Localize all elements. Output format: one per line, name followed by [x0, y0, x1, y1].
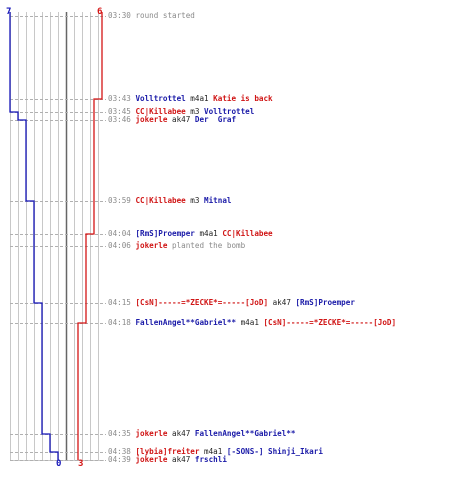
event-text: CC|Killabee: [135, 107, 186, 116]
event-time: 03:46: [108, 115, 131, 124]
event-text: [RmS]Proemper: [295, 298, 355, 307]
event-text: ak47: [167, 455, 195, 464]
event-text: Katie is back: [213, 94, 273, 103]
event-text: jokerle: [135, 429, 168, 438]
event-time: 03:59: [108, 196, 131, 205]
kill-feed-row: 04:35 jokerle ak47 FallenAngel**Gabriel*…: [108, 429, 295, 439]
team-a-start-count: 7: [6, 7, 12, 17]
event-text: Der Graf: [194, 115, 237, 124]
event-time: 04:04: [108, 229, 131, 238]
event-text: Volltrottel: [204, 107, 255, 116]
kill-feed-row: 04:04 [RmS]Proemper m4a1 CC|Killabee: [108, 229, 273, 239]
event-time: 04:38: [108, 447, 131, 456]
kill-feed-row: 03:45 CC|Killabee m3 Volltrottel: [108, 107, 254, 117]
event-text: [CsN]-----=*ZECKE*=-----[JoD]: [263, 318, 397, 327]
team-a-end-count: 0: [56, 459, 62, 469]
event-text: CC|Killabee: [222, 229, 273, 238]
event-text: [lybia]freiter: [135, 447, 200, 456]
event-text: [CsN]-----=*ZECKE*=-----[JoD]: [135, 298, 269, 307]
event-text: m4a1: [194, 229, 223, 238]
event-time: 04:18: [108, 318, 131, 327]
team-b-alive-line: [77, 12, 103, 460]
event-text: m4a1: [199, 447, 227, 456]
event-text: jokerle: [135, 115, 168, 124]
team-b-start-count: 6: [97, 7, 103, 17]
event-text: FallenAngel**Gabriel**: [135, 318, 237, 327]
kill-feed-row: 04:38 [lybia]freiter m4a1 [-SONS-] Shinj…: [108, 447, 323, 457]
event-text: m4a1: [236, 318, 264, 327]
event-text: Mitnal: [204, 196, 232, 205]
event-time: 04:39: [108, 455, 131, 464]
event-time: 04:06: [108, 241, 131, 250]
event-text: Volltrottel: [135, 94, 186, 103]
event-text: planted the bomb: [167, 241, 246, 250]
kill-feed-row: 04:06 jokerle planted the bomb: [108, 241, 245, 251]
event-text: m4a1: [185, 94, 214, 103]
event-time: 03:45: [108, 107, 131, 116]
event-text: m3: [185, 196, 205, 205]
kill-feed-row: 04:18 FallenAngel**Gabriel** m4a1 [CsN]-…: [108, 318, 396, 328]
event-text: FallenAngel**Gabriel**: [194, 429, 296, 438]
event-text: frschli: [194, 455, 227, 464]
event-time: 03:30: [108, 11, 131, 20]
event-time: 03:43: [108, 94, 131, 103]
kill-feed-row: 03:59 CC|Killabee m3 Mitnal: [108, 196, 231, 206]
kill-feed-row: 03:30 round started: [108, 11, 195, 21]
event-text: ak47: [167, 429, 195, 438]
event-text: [RmS]Proemper: [135, 229, 195, 238]
event-text: ak47: [167, 115, 195, 124]
event-time: 04:15: [108, 298, 131, 307]
event-text: round started: [135, 11, 195, 20]
kill-feed-row: 04:15 [CsN]-----=*ZECKE*=-----[JoD] ak47…: [108, 298, 355, 308]
event-text: m3: [185, 107, 205, 116]
event-text: jokerle: [135, 241, 168, 250]
kill-feed-row: 03:43 Volltrottel m4a1 Katie is back: [108, 94, 273, 104]
team-a-alive-line: [9, 12, 59, 460]
event-text: CC|Killabee: [135, 196, 186, 205]
kill-feed-row: 03:46 jokerle ak47 Der Graf: [108, 115, 236, 125]
event-time: 04:35: [108, 429, 131, 438]
kill-feed-row: 04:39 jokerle ak47 frschli: [108, 455, 227, 465]
event-text: ak47: [268, 298, 296, 307]
team-b-end-count: 3: [78, 459, 84, 469]
event-text: [-SONS-] Shinji_Ikari: [226, 447, 323, 456]
event-text: jokerle: [135, 455, 168, 464]
